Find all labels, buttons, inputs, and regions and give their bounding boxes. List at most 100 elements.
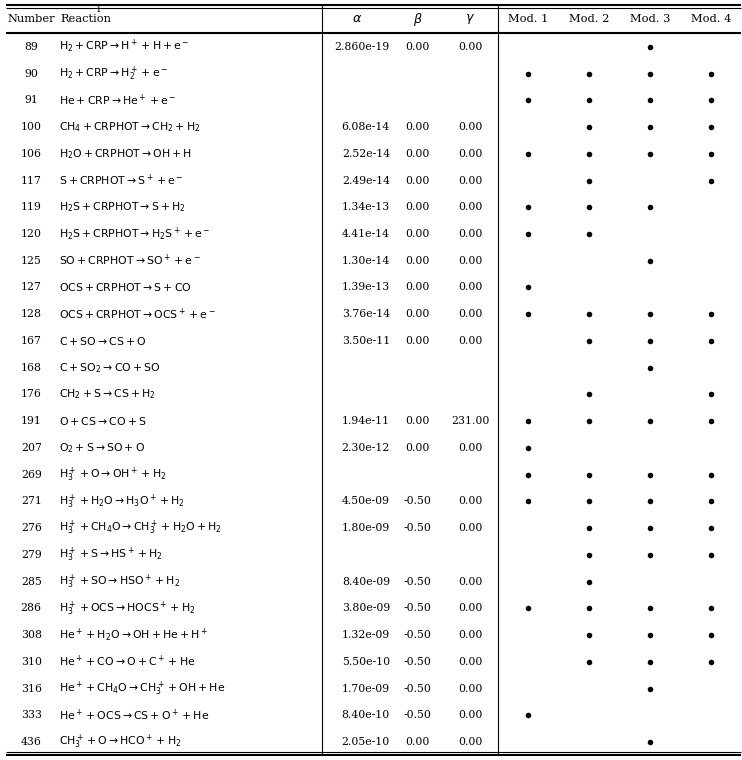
Text: Mod. 3: Mod. 3: [630, 14, 670, 24]
Text: -0.50: -0.50: [404, 496, 431, 506]
Text: 0.00: 0.00: [405, 416, 430, 426]
Text: 89: 89: [24, 42, 38, 52]
Text: 0.00: 0.00: [458, 149, 482, 159]
Text: $\mathrm{H_3^+ + O \rightarrow OH^+ + H_2}$: $\mathrm{H_3^+ + O \rightarrow OH^+ + H_…: [59, 466, 167, 484]
Text: 0.00: 0.00: [405, 443, 430, 453]
Text: 127: 127: [21, 283, 42, 293]
Text: 0.00: 0.00: [405, 202, 430, 212]
Text: 0.00: 0.00: [458, 577, 482, 587]
Text: 2.30e-12: 2.30e-12: [341, 443, 390, 453]
Text: $\mathrm{H_3^+ + S \rightarrow HS^+ + H_2}$: $\mathrm{H_3^+ + S \rightarrow HS^+ + H_…: [59, 546, 163, 564]
Text: 0.00: 0.00: [405, 42, 430, 52]
Text: $\mathrm{O + CS \rightarrow CO + S}$: $\mathrm{O + CS \rightarrow CO + S}$: [59, 415, 147, 427]
Text: 207: 207: [21, 443, 42, 453]
Text: 0.00: 0.00: [458, 336, 482, 346]
Text: 2.860e-19: 2.860e-19: [335, 42, 390, 52]
Text: -0.50: -0.50: [404, 577, 431, 587]
Text: 231.00: 231.00: [451, 416, 489, 426]
Text: 0.00: 0.00: [458, 443, 482, 453]
Text: 316: 316: [21, 683, 42, 694]
Text: $\mathrm{OCS + CRPHOT \rightarrow S + CO}$: $\mathrm{OCS + CRPHOT \rightarrow S + CO…: [59, 281, 192, 293]
Text: 310: 310: [21, 657, 42, 667]
Text: $\mathrm{He^+ + CH_4O \rightarrow CH_3^+ + OH + He}$: $\mathrm{He^+ + CH_4O \rightarrow CH_3^+…: [59, 679, 226, 698]
Text: 1.32e-09: 1.32e-09: [341, 630, 390, 640]
Text: 4.50e-09: 4.50e-09: [342, 496, 390, 506]
Text: 100: 100: [21, 122, 42, 132]
Text: $\mathrm{H_3^+ + SO \rightarrow HSO^+ + H_2}$: $\mathrm{H_3^+ + SO \rightarrow HSO^+ + …: [59, 572, 180, 591]
Text: 279: 279: [21, 550, 42, 560]
Text: 286: 286: [21, 603, 42, 613]
Text: 0.00: 0.00: [458, 283, 482, 293]
Text: 271: 271: [21, 496, 42, 506]
Text: $\beta$: $\beta$: [413, 11, 422, 27]
Text: 285: 285: [21, 577, 42, 587]
Text: 0.00: 0.00: [458, 737, 482, 747]
Text: 91: 91: [24, 95, 38, 106]
Text: 436: 436: [21, 737, 42, 747]
Text: -0.50: -0.50: [404, 711, 431, 720]
Text: 0.00: 0.00: [405, 309, 430, 319]
Text: 0.00: 0.00: [405, 737, 430, 747]
Text: $\mathrm{S + CRPHOT \rightarrow S^+ + e^-}$: $\mathrm{S + CRPHOT \rightarrow S^+ + e^…: [59, 173, 184, 188]
Text: 0.00: 0.00: [458, 309, 482, 319]
Text: 8.40e-09: 8.40e-09: [342, 577, 390, 587]
Text: 1.39e-13: 1.39e-13: [341, 283, 390, 293]
Text: -0.50: -0.50: [404, 657, 431, 667]
Text: 0.00: 0.00: [458, 657, 482, 667]
Text: $\mathrm{OCS + CRPHOT \rightarrow OCS^+ + e^-}$: $\mathrm{OCS + CRPHOT \rightarrow OCS^+ …: [59, 306, 217, 322]
Text: Reaction: Reaction: [60, 14, 111, 24]
Text: 4.41e-14: 4.41e-14: [342, 229, 390, 239]
Text: 167: 167: [21, 336, 42, 346]
Text: $\mathrm{H_2S + CRPHOT \rightarrow H_2S^+ + e^-}$: $\mathrm{H_2S + CRPHOT \rightarrow H_2S^…: [59, 226, 211, 242]
Text: $\mathrm{H_3^+ + H_2O \rightarrow H_3O^+ + H_2}$: $\mathrm{H_3^+ + H_2O \rightarrow H_3O^+…: [59, 492, 186, 511]
Text: 2.05e-10: 2.05e-10: [341, 737, 390, 747]
Text: 168: 168: [21, 363, 42, 372]
Text: 0.00: 0.00: [458, 176, 482, 185]
Text: -0.50: -0.50: [404, 523, 431, 534]
Text: $\mathrm{He^+ + OCS \rightarrow CS + O^+ + He}$: $\mathrm{He^+ + OCS \rightarrow CS + O^+…: [59, 708, 210, 723]
Text: 3.50e-11: 3.50e-11: [341, 336, 390, 346]
Text: $\mathrm{C + SO \rightarrow CS + O}$: $\mathrm{C + SO \rightarrow CS + O}$: [59, 335, 147, 347]
Text: $\mathrm{He^+ + CO \rightarrow O + C^+ + He}$: $\mathrm{He^+ + CO \rightarrow O + C^+ +…: [59, 654, 196, 670]
Text: 8.40e-10: 8.40e-10: [341, 711, 390, 720]
Text: 276: 276: [21, 523, 42, 534]
Text: 119: 119: [21, 202, 42, 212]
Text: 1.34e-13: 1.34e-13: [341, 202, 390, 212]
Text: $\mathrm{CH_3^+ + O \rightarrow HCO^+ + H_2}$: $\mathrm{CH_3^+ + O \rightarrow HCO^+ + …: [59, 733, 182, 751]
Text: 0.00: 0.00: [405, 229, 430, 239]
Text: 2.52e-14: 2.52e-14: [342, 149, 390, 159]
Text: $\mathrm{H_2O + CRPHOT \rightarrow OH + H}$: $\mathrm{H_2O + CRPHOT \rightarrow OH + …: [59, 147, 192, 160]
Text: 2.49e-14: 2.49e-14: [342, 176, 390, 185]
Text: -0.50: -0.50: [404, 603, 431, 613]
Text: $\mathrm{O_2 + S \rightarrow SO + O}$: $\mathrm{O_2 + S \rightarrow SO + O}$: [59, 441, 145, 454]
Text: 0.00: 0.00: [458, 202, 482, 212]
Text: 3.76e-14: 3.76e-14: [342, 309, 390, 319]
Text: $\mathrm{He^+ + H_2O \rightarrow OH + He + H^+}$: $\mathrm{He^+ + H_2O \rightarrow OH + He…: [59, 626, 209, 644]
Text: 0.00: 0.00: [405, 122, 430, 132]
Text: 1.30e-14: 1.30e-14: [341, 255, 390, 266]
Text: 308: 308: [21, 630, 42, 640]
Text: 125: 125: [21, 255, 42, 266]
Text: $\mathrm{H_3^+ + OCS \rightarrow HOCS^+ + H_2}$: $\mathrm{H_3^+ + OCS \rightarrow HOCS^+ …: [59, 599, 196, 618]
Text: $\mathrm{CH_2 + S \rightarrow CS + H_2}$: $\mathrm{CH_2 + S \rightarrow CS + H_2}$: [59, 388, 156, 401]
Text: 0.00: 0.00: [405, 283, 430, 293]
Text: 0.00: 0.00: [458, 229, 482, 239]
Text: 0.00: 0.00: [405, 149, 430, 159]
Text: 0.00: 0.00: [458, 630, 482, 640]
Text: $\mathrm{H_2S + CRPHOT \rightarrow S + H_2}$: $\mathrm{H_2S + CRPHOT \rightarrow S + H…: [59, 201, 186, 214]
Text: Mod. 2: Mod. 2: [569, 14, 609, 24]
Text: $\alpha$: $\alpha$: [352, 12, 362, 26]
Text: 106: 106: [21, 149, 42, 159]
Text: $\mathrm{CH_4 + CRPHOT \rightarrow CH_2 + H_2}$: $\mathrm{CH_4 + CRPHOT \rightarrow CH_2 …: [59, 120, 201, 134]
Text: 1.94e-11: 1.94e-11: [342, 416, 390, 426]
Text: 3.80e-09: 3.80e-09: [341, 603, 390, 613]
Text: 0.00: 0.00: [458, 255, 482, 266]
Text: $\mathrm{SO + CRPHOT \rightarrow SO^+ + e^-}$: $\mathrm{SO + CRPHOT \rightarrow SO^+ + …: [59, 253, 201, 268]
Text: -0.50: -0.50: [404, 630, 431, 640]
Text: $\mathrm{H_2 + CRP \rightarrow H_2^+ + e^-}$: $\mathrm{H_2 + CRP \rightarrow H_2^+ + e…: [59, 65, 168, 83]
Text: Number: Number: [7, 14, 55, 24]
Text: -0.50: -0.50: [404, 683, 431, 694]
Text: $\mathrm{C + SO_2 \rightarrow CO + SO}$: $\mathrm{C + SO_2 \rightarrow CO + SO}$: [59, 361, 161, 375]
Text: 0.00: 0.00: [458, 42, 482, 52]
Text: 0.00: 0.00: [458, 711, 482, 720]
